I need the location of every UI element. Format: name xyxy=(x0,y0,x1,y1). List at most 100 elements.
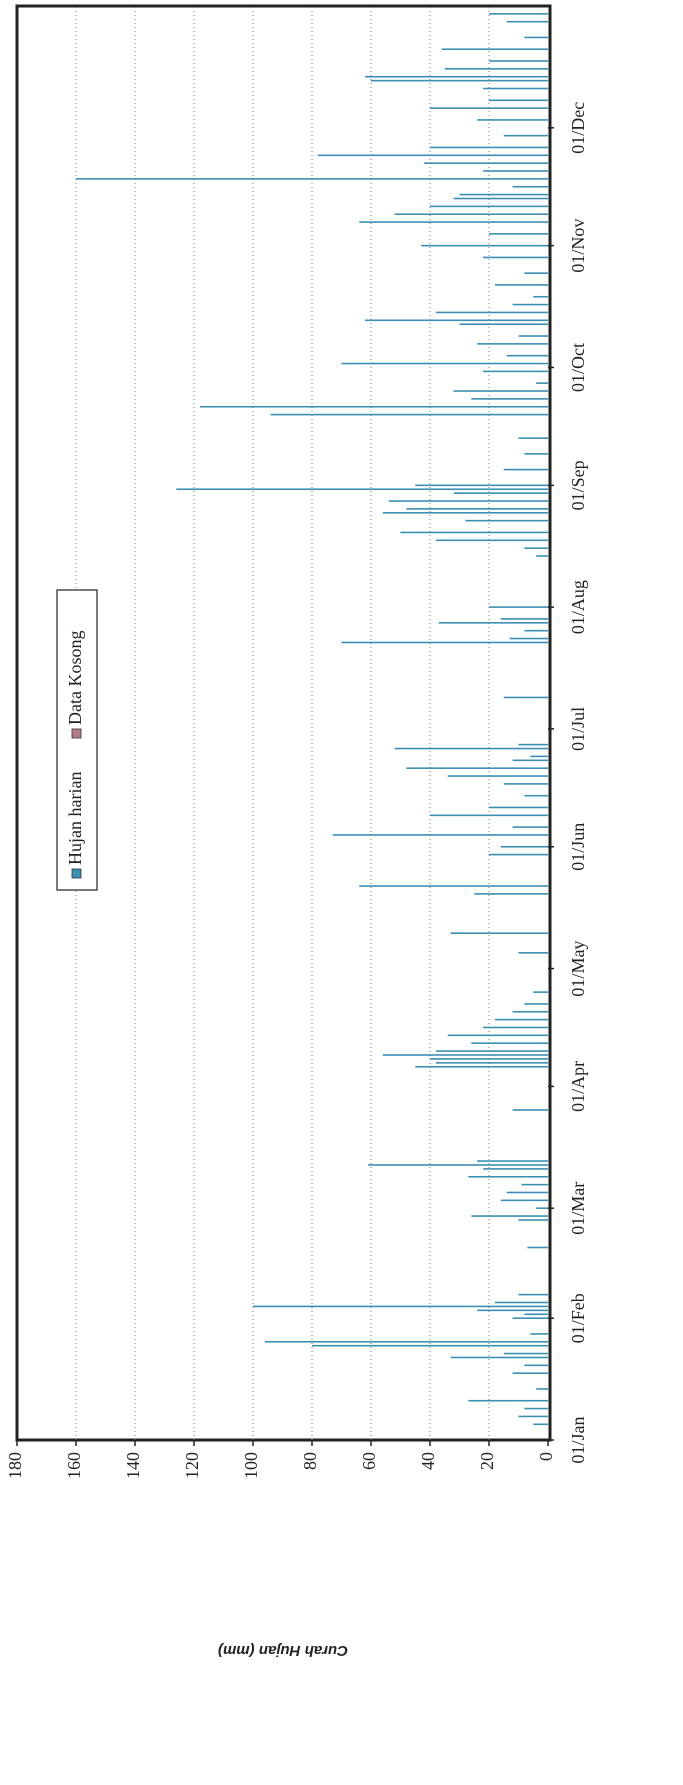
bar xyxy=(500,845,548,848)
bar xyxy=(459,323,548,326)
bar xyxy=(536,1207,549,1210)
bar xyxy=(483,370,549,373)
bar xyxy=(524,453,549,455)
bar xyxy=(382,512,548,514)
bar xyxy=(471,1215,548,1217)
bar xyxy=(518,335,548,337)
bar xyxy=(518,1415,548,1418)
bar xyxy=(512,1317,548,1320)
bar xyxy=(512,826,548,828)
bar xyxy=(312,1344,548,1347)
legend-swatch xyxy=(71,868,82,879)
bar xyxy=(489,606,548,608)
bar xyxy=(503,134,548,137)
bar xyxy=(477,343,549,345)
bar xyxy=(477,1160,549,1162)
bar xyxy=(453,390,549,392)
bar xyxy=(524,547,549,549)
bar xyxy=(76,178,548,180)
bar xyxy=(264,1340,548,1343)
bar xyxy=(489,233,548,235)
bar xyxy=(483,170,549,172)
bar xyxy=(524,272,549,274)
x-tick-label: 01/Sep xyxy=(568,460,588,510)
bar xyxy=(500,1199,548,1202)
bar xyxy=(524,1364,549,1367)
bar xyxy=(494,1018,548,1021)
bar xyxy=(503,1352,548,1355)
y-tick-label: 60 xyxy=(359,1452,379,1470)
bar xyxy=(435,311,548,314)
bar xyxy=(536,1388,549,1390)
bar xyxy=(317,154,548,157)
legend-label: Hujan harian xyxy=(65,772,85,865)
bar xyxy=(524,1003,549,1005)
bar xyxy=(430,107,548,109)
x-tick-label: 01/Aug xyxy=(568,580,588,634)
bar xyxy=(512,1109,548,1111)
bar xyxy=(524,629,549,632)
bar xyxy=(524,794,549,797)
bar xyxy=(359,885,549,887)
bar xyxy=(533,295,548,298)
bar xyxy=(435,1050,548,1052)
bar xyxy=(477,119,549,121)
bar xyxy=(341,362,548,365)
bar xyxy=(406,767,548,769)
bar xyxy=(518,743,548,746)
bar xyxy=(332,834,548,836)
bar xyxy=(524,1407,549,1410)
x-tick-label: 01/Nov xyxy=(568,219,588,273)
bar xyxy=(489,13,548,15)
bar xyxy=(530,755,548,758)
bar xyxy=(533,1423,548,1426)
bar xyxy=(512,1372,548,1375)
bar xyxy=(477,1309,549,1312)
bar xyxy=(489,60,548,62)
bar xyxy=(483,256,549,259)
y-tick-label: 40 xyxy=(418,1452,438,1470)
bar xyxy=(359,221,549,223)
y-tick-label: 160 xyxy=(64,1452,84,1479)
x-tick-label: 01/Oct xyxy=(568,343,588,392)
y-tick-label: 180 xyxy=(5,1452,25,1479)
bar xyxy=(453,492,549,494)
bar xyxy=(506,20,549,23)
bar xyxy=(503,783,548,785)
bar xyxy=(494,1301,548,1304)
bar xyxy=(270,413,548,416)
bar xyxy=(447,775,549,777)
bar xyxy=(483,87,549,90)
bar xyxy=(474,893,548,895)
bar xyxy=(447,1034,549,1037)
y-tick-label: 80 xyxy=(300,1452,320,1470)
bar xyxy=(441,48,548,51)
y-tick-label: 140 xyxy=(123,1452,143,1479)
bar xyxy=(453,197,549,200)
bar xyxy=(368,1164,548,1166)
bar xyxy=(430,1058,548,1060)
bar xyxy=(199,405,548,408)
bar xyxy=(365,319,548,322)
bar xyxy=(512,759,548,762)
bar xyxy=(438,622,549,624)
bar xyxy=(176,488,549,491)
bar xyxy=(506,1191,549,1194)
bar xyxy=(530,1333,548,1335)
bar xyxy=(400,531,548,534)
bar xyxy=(341,641,548,644)
y-axis-title: Curah Hujan (mm) xyxy=(218,1642,348,1659)
legend-box xyxy=(56,589,98,891)
bar xyxy=(468,1399,549,1402)
bar xyxy=(471,398,548,400)
x-tick-label: 01/Jul xyxy=(568,707,588,751)
bar xyxy=(489,806,548,809)
bar xyxy=(465,519,548,522)
bar xyxy=(365,75,548,78)
bar xyxy=(371,79,548,82)
bar xyxy=(518,1219,548,1221)
bar xyxy=(506,354,549,357)
bar xyxy=(435,1062,548,1064)
bar xyxy=(415,1065,548,1068)
